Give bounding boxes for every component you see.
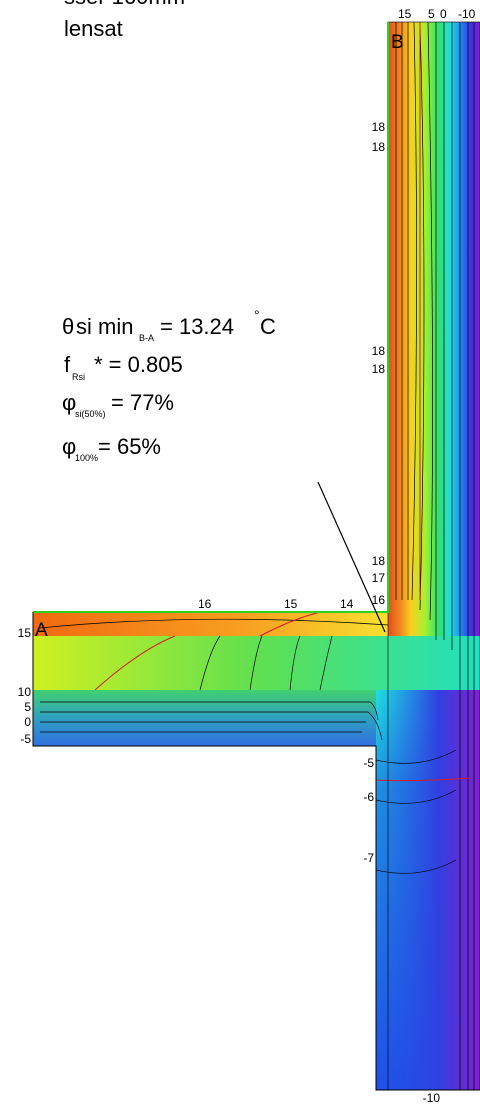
- annotation-sub: si(50%): [75, 409, 106, 419]
- scale-label: 5: [428, 7, 435, 21]
- scale-label: 15: [398, 7, 412, 21]
- annotation-value: = 77%: [111, 390, 174, 415]
- annotation-symbol: φ: [62, 434, 76, 459]
- annotation-sub: Rsi: [72, 372, 85, 382]
- isotherm-label: 18: [372, 362, 386, 376]
- annotation-sub: B-A: [139, 333, 154, 343]
- wall-labels: 18 18 18 18 18 17 16: [372, 120, 386, 607]
- isotherm-label: -10: [423, 1091, 441, 1105]
- isotherm-label: -6: [363, 790, 374, 804]
- isotherm-label: -7: [363, 851, 374, 865]
- isotherm-label: 18: [372, 554, 386, 568]
- isotherm-label: -5: [20, 732, 31, 746]
- isotherm-label: 15: [284, 597, 298, 611]
- annotation-value: * = 0.805: [94, 352, 183, 377]
- isotherm-label: 5: [24, 700, 31, 714]
- annotation-symbol: θ: [62, 314, 74, 339]
- annotation-unit: C: [260, 314, 276, 339]
- corner-label: A: [35, 620, 48, 641]
- top-scale: 15 5 0 -10: [398, 7, 476, 21]
- header-line: lensat: [64, 16, 123, 41]
- scale-label: 0: [440, 7, 447, 21]
- scale-label: -10: [458, 7, 476, 21]
- annotation-value: = 65%: [98, 434, 161, 459]
- isotherm-label: 10: [18, 685, 32, 699]
- isotherm-label: 14: [340, 597, 354, 611]
- column-labels: -5 -6 -7 -10: [363, 756, 440, 1105]
- annotation-symbol: φ: [62, 390, 76, 415]
- isotherm-label: 18: [372, 140, 386, 154]
- geometry: [32, 21, 480, 1091]
- header-line: sser 160mm: [64, 0, 185, 9]
- corner-label: B: [391, 32, 404, 53]
- annotation-text: si min: [76, 314, 133, 339]
- isotherm-label: 15: [18, 626, 32, 640]
- left-labels: 15 10 5 0 -5: [18, 626, 32, 746]
- isotherm-label: 18: [372, 344, 386, 358]
- annotation-sub: 100%: [75, 453, 98, 463]
- annotation-symbol: f: [64, 352, 71, 377]
- slab-top-labels: 16 15 14: [198, 597, 354, 611]
- isotherm-label: 18: [372, 120, 386, 134]
- isotherm-label: -5: [363, 756, 374, 770]
- isotherm-label: 0: [24, 715, 31, 729]
- header: sser 160mm lensat: [64, 0, 185, 41]
- annotation-degree: °: [254, 307, 260, 323]
- annotation: θ si min B-A = 13.24 ° C f Rsi * = 0.805…: [62, 307, 276, 463]
- annotation-value: = 13.24: [160, 314, 234, 339]
- isotherm-label: 16: [198, 597, 212, 611]
- isotherm-label: 17: [372, 571, 386, 585]
- isotherm-label: 16: [372, 593, 386, 607]
